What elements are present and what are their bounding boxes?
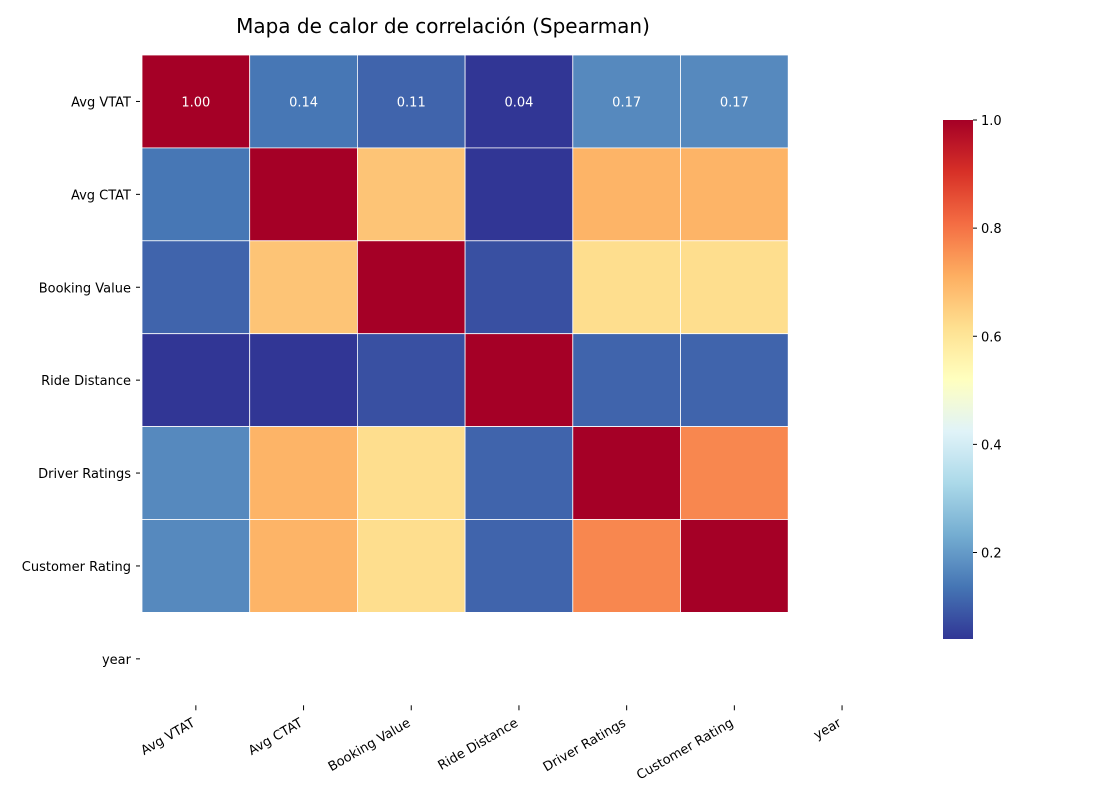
heatmap-cell xyxy=(356,240,466,335)
x-tick-label: Customer Rating xyxy=(634,716,736,784)
heatmap-cell xyxy=(572,333,681,428)
heatmap-cell xyxy=(572,519,681,613)
heatmap-cell xyxy=(464,147,574,242)
heatmap-cell xyxy=(680,147,789,242)
heatmap-cell xyxy=(572,54,681,149)
heatmap-cell xyxy=(249,426,358,520)
cell-annotation: 0.11 xyxy=(397,95,426,110)
heatmap-cell xyxy=(680,54,789,149)
heatmap-cell xyxy=(680,333,789,428)
heatmap-cell xyxy=(464,426,574,520)
x-tick-label: Booking Value xyxy=(326,716,413,775)
heatmap-cell xyxy=(572,147,681,242)
colorbar-tick-label: 1.0 xyxy=(981,114,1002,129)
cell-annotation: 0.14 xyxy=(289,95,318,110)
heatmap-cell xyxy=(249,519,358,613)
heatmap-cell xyxy=(464,519,574,613)
heatmap-cell xyxy=(356,147,466,242)
heatmap-cell xyxy=(356,426,466,520)
x-axis: Avg VTAT Avg CTAT Booking Value Ride Distan… xyxy=(139,705,845,783)
heatmap-cells xyxy=(141,54,789,613)
heatmap-cell xyxy=(680,426,789,520)
heatmap-cell xyxy=(141,240,251,335)
x-tick-label: Avg CTAT xyxy=(246,716,306,759)
x-tick-label: year xyxy=(811,715,844,743)
y-axis: Avg VTAT Avg CTAT Booking Value Ride Distan… xyxy=(22,95,140,668)
heatmap-cell xyxy=(572,426,681,520)
heatmap-cell xyxy=(141,54,251,149)
heatmap-cell xyxy=(249,240,358,335)
colorbar-tick-label: 0.6 xyxy=(981,330,1002,345)
heatmap-cell xyxy=(141,147,251,242)
cell-annotation: 0.17 xyxy=(720,95,749,110)
colorbar-gradient xyxy=(943,120,973,639)
y-tick-label: Avg VTAT xyxy=(71,95,131,110)
heatmap-cell xyxy=(572,240,681,335)
heatmap-cell xyxy=(680,240,789,335)
heatmap-cell xyxy=(356,333,466,428)
y-tick-label: Customer Rating xyxy=(22,560,131,575)
y-tick-label: year xyxy=(102,653,132,668)
cell-annotations: 1.00 0.14 0.11 0.04 0.17 0.17 xyxy=(181,95,748,110)
heatmap-cell xyxy=(464,333,574,428)
y-tick-label: Ride Distance xyxy=(41,374,131,389)
cell-annotation: 0.17 xyxy=(612,95,641,110)
heatmap-cell xyxy=(464,54,574,149)
y-tick-label: Booking Value xyxy=(39,281,131,296)
heatmap-cell xyxy=(464,240,574,335)
y-tick-label: Avg CTAT xyxy=(71,188,131,203)
chart-title: Mapa de calor de correlación (Spearman) xyxy=(236,14,650,38)
y-tick-label: Driver Ratings xyxy=(38,467,131,482)
heatmap-cell xyxy=(356,519,466,613)
x-tick-label: Avg VTAT xyxy=(139,716,198,759)
heatmap-cell xyxy=(680,519,789,613)
colorbar-tick-label: 0.4 xyxy=(981,438,1002,453)
cell-annotation: 0.04 xyxy=(504,95,533,110)
cell-annotation: 1.00 xyxy=(181,95,210,110)
colorbar-tick-label: 0.8 xyxy=(981,222,1002,237)
heatmap-cell xyxy=(249,147,358,242)
x-tick-label: Ride Distance xyxy=(436,716,521,774)
heatmap-cell xyxy=(141,426,251,520)
heatmap-cell xyxy=(249,54,358,149)
heatmap-cell xyxy=(356,54,466,149)
colorbar: 0.2 0.4 0.6 0.8 1.0 xyxy=(943,114,1002,639)
heatmap-cell xyxy=(141,333,251,428)
heatmap-cell xyxy=(141,519,251,613)
colorbar-tick-label: 0.2 xyxy=(981,547,1002,562)
colorbar-ticks: 0.2 0.4 0.6 0.8 1.0 xyxy=(973,114,1002,562)
x-tick-label: Driver Ratings xyxy=(541,716,629,776)
heatmap-cell xyxy=(249,333,358,428)
